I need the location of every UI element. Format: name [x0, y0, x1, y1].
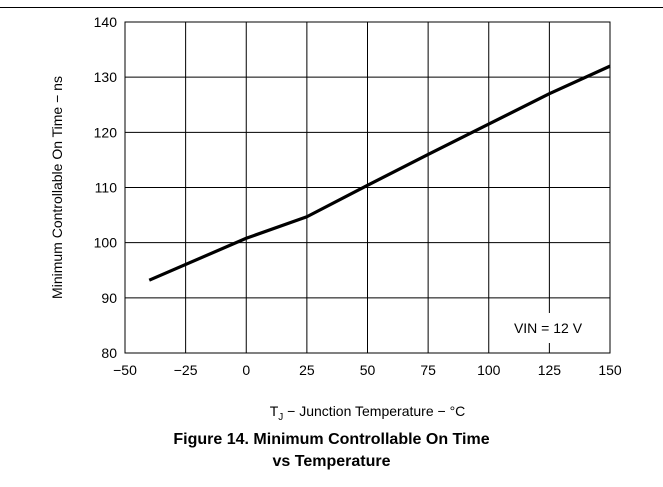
series-line	[148, 64, 611, 282]
x-tick-label: −25	[174, 362, 198, 378]
y-tick-label: 100	[94, 235, 118, 251]
x-axis-label-rest: − Junction Temperature − °C	[283, 403, 465, 419]
annotation-box	[493, 313, 603, 343]
plot-frame	[124, 21, 611, 354]
chart: −50 −25 0 25 50 75 100 125 150 80 90 100 110 120 130 1…	[49, 14, 622, 423]
x-tick-label: 50	[360, 362, 376, 378]
grid	[125, 22, 610, 353]
figure-caption-line-2: vs Temperature	[272, 453, 391, 470]
x-tick-label: 75	[420, 362, 436, 378]
x-tick-label: 0	[242, 362, 250, 378]
y-tick-label: 90	[101, 290, 117, 306]
y-tick-label: 130	[94, 69, 118, 85]
x-tick-label: 25	[299, 362, 315, 378]
y-tick-label: 110	[95, 180, 118, 196]
x-tick-label: 150	[598, 362, 622, 378]
y-tick-label: 140	[94, 14, 118, 30]
x-tick-label: 100	[477, 362, 501, 378]
x-axis-label-prefix: T	[270, 403, 279, 419]
top-rule	[0, 7, 663, 8]
y-tick-label: 120	[94, 124, 118, 140]
annotation-group: VIN = 12 V	[493, 313, 603, 343]
annotation-text: VIN = 12 V	[514, 320, 583, 336]
x-axis-label: TJ − Junction Temperature − °C	[270, 403, 466, 423]
x-tick-label: 125	[538, 362, 562, 378]
series	[148, 64, 611, 282]
x-axis-label-subscript: J	[278, 412, 283, 423]
x-tick-label: −50	[113, 362, 137, 378]
y-ticks: 80 90 100 110 120 130 140	[94, 14, 118, 361]
x-ticks: −50 −25 0 25 50 75 100 125 150	[113, 362, 622, 378]
y-tick-label: 80	[101, 345, 117, 361]
figure-caption-line-1: Figure 14. Minimum Controllable On Time	[173, 431, 490, 448]
y-axis-label: Minimum Controllable On Time − ns	[49, 76, 65, 299]
